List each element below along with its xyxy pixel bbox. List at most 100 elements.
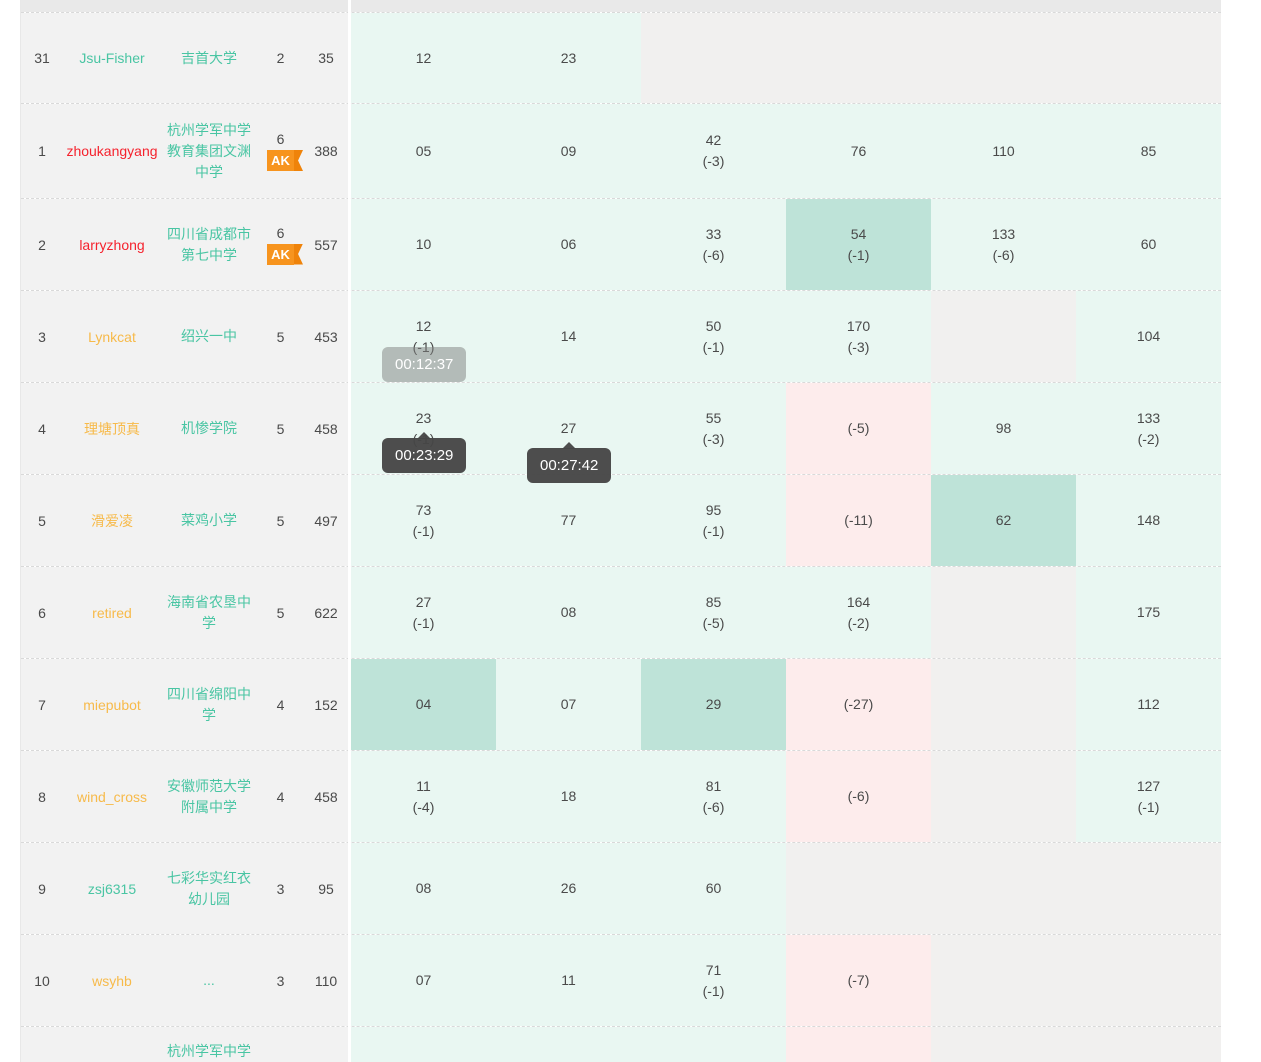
problem-cell[interactable]: 07 (496, 659, 641, 750)
solved-count-cell: 5 (257, 567, 304, 658)
row-fixed-columns: 9 zsj6315 七彩华实红衣幼儿园 3 95 (21, 843, 348, 934)
problem-cell[interactable]: (-11) (786, 475, 931, 566)
problem-cell[interactable] (931, 935, 1076, 1026)
problem-cell[interactable]: 164 (-2) (786, 567, 931, 658)
username-link[interactable]: miepubot (83, 696, 141, 713)
problem-cell[interactable]: 55 (-3) (641, 383, 786, 474)
problem-cell[interactable]: 08 (496, 567, 641, 658)
problem-cell[interactable]: 133 (-2) (1076, 383, 1221, 474)
problem-cell[interactable]: 50 (-1) (641, 291, 786, 382)
problem-cell[interactable]: 09 (496, 104, 641, 198)
solve-time: 12 (415, 317, 432, 334)
problem-cell[interactable]: (-5) (786, 383, 931, 474)
problem-cell[interactable]: 98 (931, 383, 1076, 474)
problem-cell[interactable] (786, 13, 931, 103)
previous-row-edge (21, 0, 1221, 12)
problem-cell[interactable]: 95 (-1) (641, 475, 786, 566)
problem-cell[interactable] (1076, 935, 1221, 1026)
username-link[interactable]: Lynkcat (88, 328, 136, 345)
problem-cell[interactable]: 77 (496, 475, 641, 566)
solve-time: 127 (1136, 777, 1161, 794)
problem-cell[interactable]: 71 (-1) (641, 935, 786, 1026)
problem-cell[interactable]: 133 (-6) (931, 199, 1076, 290)
problem-cell[interactable] (931, 843, 1076, 934)
solved-count: 2 (276, 50, 285, 66)
solve-time: 164 (846, 593, 871, 610)
problem-cell[interactable]: 85 (-5) (641, 567, 786, 658)
problem-cell[interactable]: 29 (641, 659, 786, 750)
penalty-score: 458 (314, 420, 338, 437)
problem-cell[interactable]: 06 (496, 199, 641, 290)
problem-cell[interactable]: 110 (931, 104, 1076, 198)
problem-cell[interactable]: 170 (-3) (786, 291, 931, 382)
problem-cell[interactable]: 12 (351, 13, 496, 103)
username-link[interactable]: wind_cross (76, 788, 148, 805)
problem-cell[interactable]: 33 (-6) (641, 199, 786, 290)
problem-cell[interactable]: 04 (351, 659, 496, 750)
username-link[interactable]: zsj6315 (87, 880, 137, 897)
problem-cell[interactable]: 27 (-1) (351, 567, 496, 658)
problem-cell[interactable]: 60 (1076, 199, 1221, 290)
problem-cell[interactable]: 15 (496, 1027, 641, 1062)
problem-cell[interactable] (931, 751, 1076, 842)
username-link[interactable]: zhoukangyang (66, 143, 158, 159)
solved-count-cell: 5 (257, 475, 304, 566)
problem-cell[interactable] (931, 659, 1076, 750)
problem-cell[interactable] (931, 1027, 1076, 1062)
problem-cell[interactable]: 63 (641, 1027, 786, 1062)
problem-cell[interactable] (1076, 843, 1221, 934)
rank-cell: 3 (38, 328, 46, 345)
problem-cell[interactable] (786, 843, 931, 934)
problem-cell[interactable] (641, 13, 786, 103)
problem-cell[interactable]: 05 (351, 104, 496, 198)
username-link[interactable]: retired (92, 604, 132, 621)
problem-cell[interactable]: 14 (496, 291, 641, 382)
username-link[interactable]: larryzhong (79, 236, 145, 253)
problem-cell[interactable]: 11 (-4) (351, 751, 496, 842)
problem-cell[interactable]: (-27) (786, 659, 931, 750)
problem-cell[interactable]: 73 (-1) (351, 475, 496, 566)
problem-cell[interactable]: 104 (1076, 291, 1221, 382)
problem-cell[interactable]: (-4) (786, 1027, 931, 1062)
problem-cell[interactable] (931, 567, 1076, 658)
problem-cell[interactable]: 10 (351, 199, 496, 290)
problem-cell[interactable] (1076, 13, 1221, 103)
username-link[interactable]: 滑爱凌 (91, 512, 133, 529)
problem-cell[interactable] (931, 13, 1076, 103)
penalty-tries: (-6) (702, 798, 725, 815)
problem-cell[interactable]: 08 (351, 843, 496, 934)
penalty-score: 497 (314, 512, 338, 529)
problem-cell[interactable]: 62 (931, 475, 1076, 566)
table-row: 5 滑爱凌 菜鸡小学 5 497 73 (-1) 77 95 (-1) (-11) … (21, 474, 1221, 566)
problem-cell[interactable]: 148 (1076, 475, 1221, 566)
username-link[interactable]: Jsu-Fisher (79, 50, 145, 66)
problem-cell[interactable] (1076, 1027, 1221, 1062)
problem-cell[interactable]: 18 (496, 751, 641, 842)
problem-cell[interactable]: 81 (-6) (641, 751, 786, 842)
problem-cell[interactable]: (-7) (786, 935, 931, 1026)
problem-cell[interactable]: 112 (1076, 659, 1221, 750)
problem-cell[interactable]: (-6) (786, 751, 931, 842)
username-link[interactable]: 理塘顶真 (84, 420, 140, 437)
row-fixed-columns: 1 zhoukangyang 杭州学军中学教育集团文渊中学 6 AK 388 (21, 104, 348, 198)
rank-cell: 7 (38, 696, 46, 713)
problem-cell[interactable]: 76 (786, 104, 931, 198)
problem-cell[interactable]: 11 (496, 935, 641, 1026)
problem-cell[interactable]: 85 (1076, 104, 1221, 198)
problem-cell[interactable]: 60 (641, 843, 786, 934)
username-link[interactable]: wsyhb (92, 972, 132, 989)
solve-time: 12 (415, 49, 432, 66)
problem-cell[interactable]: 26 (496, 843, 641, 934)
solve-time: 55 (705, 409, 722, 426)
problem-cell[interactable]: 54 (-1) (786, 199, 931, 290)
penalty-tries: (-2) (1137, 430, 1160, 447)
problem-cell[interactable]: 11 (351, 1027, 496, 1062)
problem-cell[interactable]: 23 (496, 13, 641, 103)
solve-time: 05 (415, 142, 432, 159)
problem-cell[interactable]: 07 (351, 935, 496, 1026)
problem-cell[interactable] (931, 291, 1076, 382)
problem-cell[interactable]: 42 (-3) (641, 104, 786, 198)
problem-cell[interactable]: 127 (-1) (1076, 751, 1221, 842)
penalty-tries: (-1) (412, 522, 435, 539)
problem-cell[interactable]: 175 (1076, 567, 1221, 658)
